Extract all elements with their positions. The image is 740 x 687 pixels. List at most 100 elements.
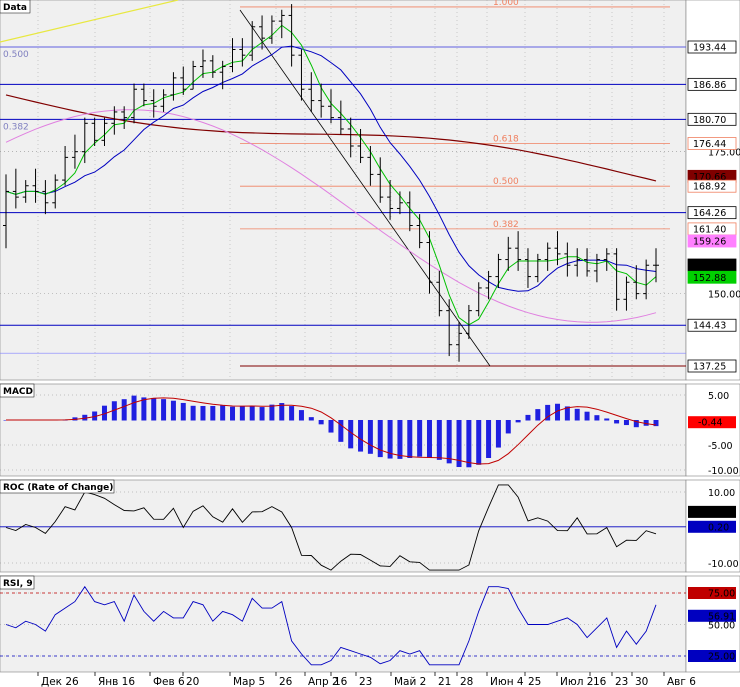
price-axis-marker	[687, 77, 737, 91]
x-tick-label: 23	[615, 676, 628, 687]
roc-panel[interactable]: 10.00 -10.00 4.40 0.20	[0, 479, 740, 573]
rsi-panel[interactable]: 75.00 56.91 25.00 50.00	[0, 575, 740, 673]
rsi-axis-marker	[688, 609, 736, 622]
macd-bar	[584, 411, 590, 421]
macd-bar	[200, 405, 206, 421]
trend-line	[239, 9, 491, 367]
price-axis-marker-label: 152.88	[693, 273, 726, 284]
price-axis-marker	[687, 40, 737, 54]
macd-bar	[249, 405, 255, 421]
macd-bar	[633, 420, 639, 428]
price-panel[interactable]: 150.00 175.00 0.500 0.382 1.000 0.618 0.500 0.3…	[0, 0, 740, 381]
macd-bar	[446, 420, 452, 464]
macd-bar	[230, 406, 236, 421]
macd-bar	[456, 420, 462, 468]
macd-bar	[367, 420, 373, 454]
macd-bar	[338, 420, 344, 442]
x-tick-label: Авг 6	[667, 676, 696, 687]
macd-bar	[170, 400, 176, 421]
x-tick-label: 28	[460, 676, 473, 687]
macd-bar	[111, 401, 117, 421]
fib-label: 0.382	[493, 220, 519, 230]
macd-y-tick: -5.00	[708, 441, 733, 452]
x-axis: Дек 26 Янв 16 Фев 6 20 Мар 5 26 Апр 216 23 Май 2…	[0, 672, 740, 687]
price-axis-marker	[687, 112, 737, 126]
macd-y-tick: -10.00	[708, 466, 739, 477]
macd-bar	[604, 418, 610, 421]
macd-bar	[545, 404, 551, 421]
price-axis-marker-label: 137.25	[693, 362, 726, 373]
x-tick-label: 21	[438, 676, 451, 687]
macd-bar	[614, 420, 620, 424]
rsi-axis-marker-label: 56.91	[708, 611, 735, 622]
rsi-axis-marker-label: 75.00	[708, 589, 735, 600]
macd-bar	[82, 414, 88, 421]
macd-bar	[574, 408, 580, 421]
x-tick-label: 16	[593, 676, 607, 687]
macd-bar	[505, 420, 511, 434]
macd-bar	[269, 404, 275, 421]
macd-bar	[417, 420, 423, 457]
x-tick-label: 20	[186, 676, 199, 687]
x-tick-label: 25	[528, 676, 541, 687]
macd-bar	[407, 420, 413, 458]
macd-panel[interactable]: 5.00 -5.00 -10.00 -0.44	[0, 383, 740, 477]
panel-titles: Data MACD ROC (Rate of Change) RSI, 9	[0, 0, 115, 590]
macd-signal-line	[6, 397, 657, 465]
price-panel-title: Data	[3, 3, 27, 13]
price-axis-marker	[687, 137, 737, 150]
macd-bar	[515, 420, 521, 423]
macd-bar	[486, 420, 492, 458]
macd-panel-title: MACD	[3, 387, 33, 397]
price-axis-marker-label: 193.44	[693, 43, 726, 54]
x-tick-label: Янв 16	[98, 676, 135, 687]
x-tick-label: 23	[359, 676, 372, 687]
fib-label: 0.500	[493, 177, 519, 187]
macd-bar	[466, 420, 472, 468]
macd-bar	[525, 414, 531, 421]
price-axis-marker-label: 161.40	[693, 224, 726, 235]
roc-line	[5, 484, 657, 571]
price-axis-marker-label: 170.66	[693, 172, 726, 183]
price-axis-marker	[687, 234, 737, 248]
fib-label: 1.000	[493, 0, 519, 8]
roc-y-tick: 10.00	[708, 488, 735, 499]
x-tick-label: Апр 2	[308, 676, 339, 687]
price-axis-marker-label: 180.70	[693, 115, 726, 126]
macd-bar	[653, 420, 659, 427]
x-tick-label: 30	[635, 676, 648, 687]
macd-axis-marker-label: -0.44	[698, 418, 723, 429]
macd-bar	[180, 402, 186, 421]
macd-bar	[190, 405, 196, 421]
x-tick-label: Мар 5	[233, 676, 265, 687]
plot-area	[0, 479, 687, 573]
price-axis-marker	[687, 206, 737, 220]
rsi-axis-marker	[688, 650, 736, 662]
price-axis-marker-label: 186.86	[693, 80, 726, 91]
rsi-panel-title: RSI, 9	[3, 579, 33, 589]
roc-y-tick: -10.00	[708, 559, 739, 570]
macd-bar	[289, 406, 295, 421]
roc-zero-marker-label: 0.20	[708, 522, 729, 533]
price-axis-marker-label: 155.04	[693, 261, 726, 272]
macd-bar	[161, 399, 167, 421]
macd-bar	[555, 403, 561, 421]
price-axis-marker-label: 144.43	[693, 321, 726, 332]
rsi-y-tick: 50.00	[708, 621, 735, 632]
macd-bar	[643, 420, 649, 426]
x-tick-label: Дек 26	[41, 676, 79, 687]
macd-bar	[328, 420, 334, 433]
macd-bar	[594, 415, 600, 421]
price-axis-marker-label: 176.44	[693, 139, 726, 150]
price-axis-marker-label: 159.26	[693, 237, 726, 248]
x-tick-label: 16	[334, 676, 348, 687]
macd-bar	[564, 406, 570, 421]
rsi-line	[5, 585, 657, 666]
price-axis-marker	[687, 179, 737, 193]
macd-bar	[436, 420, 442, 460]
plot-area	[0, 0, 687, 381]
price-y-tick: 175.00	[708, 148, 740, 159]
roc-zero-marker	[688, 520, 736, 533]
macd-bar	[151, 397, 157, 421]
rsi-axis-marker-label: 25.00	[708, 652, 735, 663]
